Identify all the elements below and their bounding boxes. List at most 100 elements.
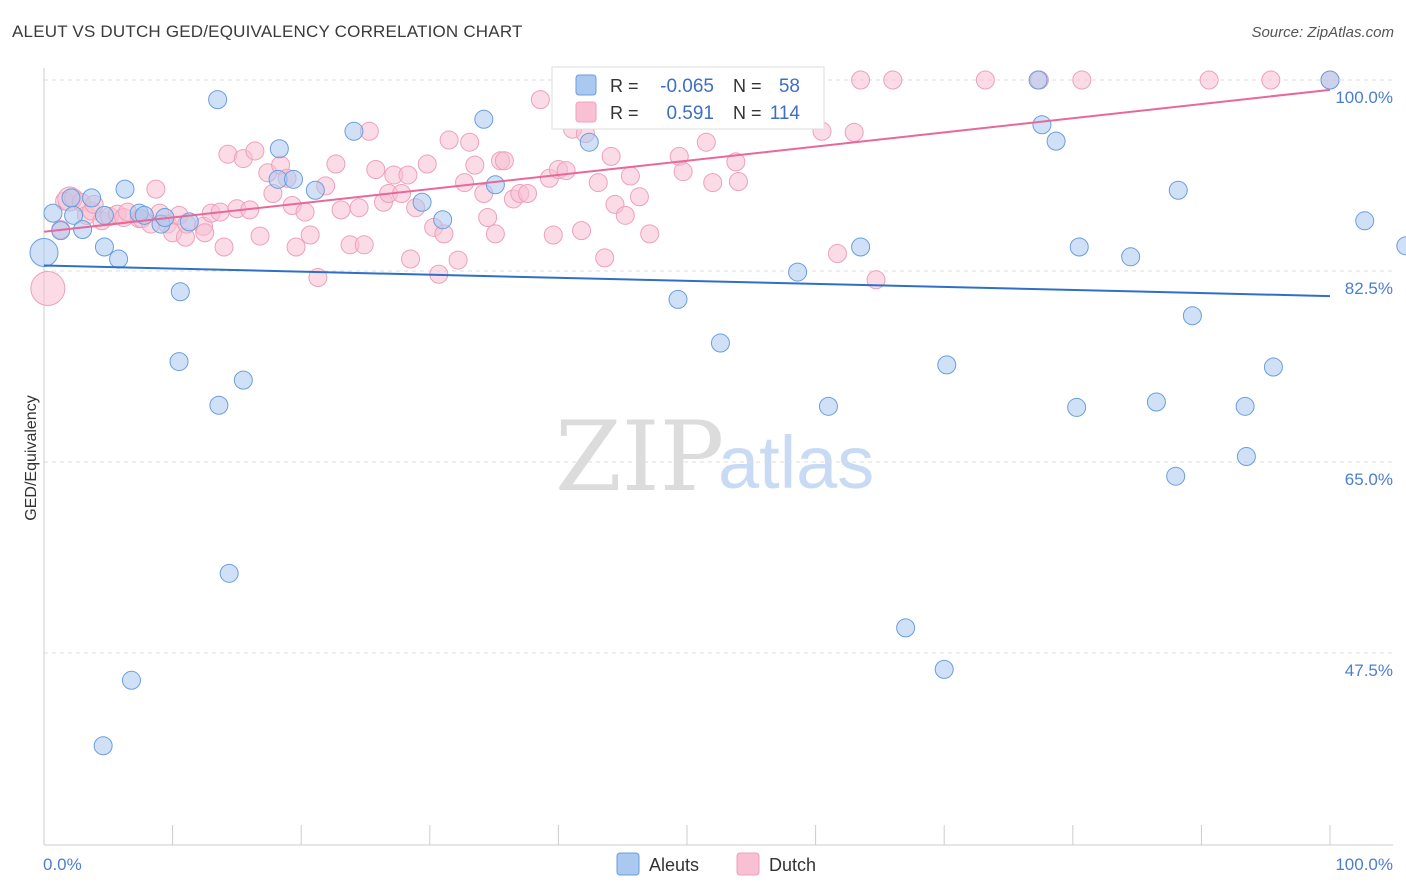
aleuts-point xyxy=(283,169,303,189)
stats-r-value-aleuts: -0.065 xyxy=(660,76,714,97)
aleuts-point xyxy=(1355,211,1375,231)
dutch-point xyxy=(572,221,592,241)
aleuts-point xyxy=(1396,236,1406,256)
aleuts-point xyxy=(64,205,84,225)
aleuts-point xyxy=(1146,392,1166,412)
dutch-point xyxy=(629,187,649,207)
dutch-point xyxy=(530,90,550,110)
dutch-point xyxy=(326,154,346,174)
aleuts-point xyxy=(1121,247,1141,267)
aleuts-point xyxy=(93,736,113,756)
dutch-point xyxy=(696,132,716,152)
dutch-point xyxy=(448,250,468,270)
aleuts-point xyxy=(1032,115,1052,135)
dutch-point xyxy=(883,70,903,90)
aleuts-point xyxy=(668,289,688,309)
dutch-point xyxy=(398,165,418,185)
stats-swatch-aleuts xyxy=(575,74,597,96)
dutch-point xyxy=(703,173,723,193)
dutch-point xyxy=(295,202,315,222)
watermark: ZIP atlas xyxy=(555,401,874,513)
aleuts-point xyxy=(896,618,916,638)
dutch-point xyxy=(439,130,459,150)
dutch-point xyxy=(673,162,693,182)
dutch-point xyxy=(30,270,66,306)
aleuts-point xyxy=(710,333,730,353)
aleuts-point xyxy=(1067,397,1087,417)
aleuts-point xyxy=(305,180,325,200)
dutch-point xyxy=(975,70,995,90)
legend-label-aleuts: Aleuts xyxy=(649,855,699,875)
aleuts-point xyxy=(433,210,453,230)
dutch-point xyxy=(478,208,498,228)
stats-box: R = -0.065 N = 58 R = 0.591 N = 114 xyxy=(551,66,825,130)
dutch-point xyxy=(485,224,505,244)
aleuts-point xyxy=(1046,131,1066,151)
y-tick-label: 47.5% xyxy=(1345,661,1393,680)
dutch-point xyxy=(851,70,871,90)
aleuts-point xyxy=(170,282,190,302)
dutch-point xyxy=(417,154,437,174)
dutch-point xyxy=(588,173,608,193)
y-tick-label: 65.0% xyxy=(1345,470,1393,489)
dutch-point xyxy=(331,200,351,220)
aleuts-point xyxy=(1263,357,1283,377)
aleuts-point xyxy=(109,249,129,269)
dutch-point xyxy=(401,249,421,269)
dutch-point xyxy=(195,223,215,243)
dutch-point xyxy=(286,237,306,257)
aleuts-point xyxy=(818,396,838,416)
stats-box-frame xyxy=(551,66,825,130)
dutch-point xyxy=(556,161,576,181)
dutch-point xyxy=(455,173,475,193)
stats-swatch-dutch xyxy=(575,101,597,123)
aleuts-point xyxy=(788,262,808,282)
y-tick-label: 82.5% xyxy=(1345,279,1393,298)
y-axis-title: GED/Equivalency xyxy=(23,395,40,520)
stats-n-value-dutch: 114 xyxy=(770,103,801,124)
dutch-point xyxy=(620,166,640,186)
dutch-point xyxy=(349,198,369,218)
aleuts-point xyxy=(1182,306,1202,326)
aleuts-point xyxy=(115,179,135,199)
aleuts-point xyxy=(169,352,189,372)
dutch-point xyxy=(518,184,538,204)
aleuts-point xyxy=(94,237,114,257)
aleuts-point xyxy=(1235,396,1255,416)
dutch-point xyxy=(844,122,864,142)
dutch-point xyxy=(595,248,615,268)
aleuts-point xyxy=(29,237,59,267)
dutch-point xyxy=(543,225,563,245)
aleuts-point xyxy=(412,192,432,212)
dutch-point xyxy=(214,237,234,257)
dutch-point xyxy=(827,244,847,264)
stats-n-value-aleuts: 58 xyxy=(779,76,800,97)
aleuts-point xyxy=(579,132,599,152)
dutch-point xyxy=(726,152,746,172)
legend: Aleuts Dutch xyxy=(616,852,816,876)
aleuts-point xyxy=(208,90,228,110)
aleuts-point xyxy=(1236,447,1256,467)
dutch-point xyxy=(354,235,374,255)
aleuts-point xyxy=(219,563,239,583)
dutch-point xyxy=(494,151,514,171)
aleuts-point xyxy=(1069,237,1089,257)
aleuts-point xyxy=(474,109,494,129)
x-tick-label-min: 0.0% xyxy=(43,855,82,874)
watermark-zip: ZIP xyxy=(555,401,724,513)
aleuts-point xyxy=(209,395,229,415)
dutch-point xyxy=(1072,70,1092,90)
dutch-point xyxy=(146,179,166,199)
chart-title: ALEUT VS DUTCH GED/EQUIVALENCY CORRELATI… xyxy=(12,22,523,41)
legend-label-dutch: Dutch xyxy=(769,855,816,875)
y-tick-labels: 100.0% 82.5% 65.0% 47.5% xyxy=(1335,88,1393,680)
dutch-point xyxy=(640,224,660,244)
aleuts-point xyxy=(1168,180,1188,200)
stats-r-label-dutch: R = xyxy=(610,103,639,123)
legend-swatch-aleuts xyxy=(616,852,640,876)
dutch-trend-line xyxy=(43,88,1331,233)
aleuts-point xyxy=(43,203,63,223)
dutch-point xyxy=(615,205,635,225)
aleuts-point xyxy=(485,175,505,195)
aleuts-point xyxy=(269,139,289,159)
